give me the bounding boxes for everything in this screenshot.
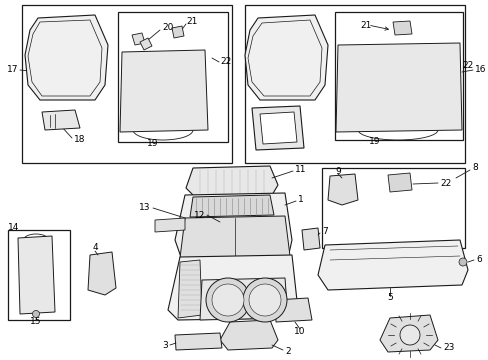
Bar: [421, 93, 435, 109]
Bar: [421, 53, 435, 69]
Text: 2: 2: [285, 347, 290, 356]
Text: 8: 8: [471, 163, 477, 172]
Text: 11: 11: [294, 166, 306, 175]
Polygon shape: [379, 315, 437, 352]
Bar: [130, 100, 143, 116]
Polygon shape: [387, 173, 411, 192]
Polygon shape: [18, 236, 55, 314]
Circle shape: [399, 325, 419, 345]
Polygon shape: [260, 112, 296, 144]
Polygon shape: [140, 38, 152, 50]
Text: 20: 20: [162, 23, 173, 32]
Polygon shape: [120, 50, 207, 132]
Bar: [364, 73, 378, 89]
Circle shape: [205, 278, 249, 322]
Bar: [346, 53, 359, 69]
Circle shape: [212, 284, 244, 316]
Text: 17: 17: [6, 66, 18, 75]
Text: 23: 23: [442, 343, 453, 352]
Bar: [364, 93, 378, 109]
Polygon shape: [220, 320, 278, 350]
Polygon shape: [88, 252, 116, 295]
Bar: [8, 230, 70, 320]
Circle shape: [32, 310, 40, 318]
Polygon shape: [175, 333, 222, 350]
Text: 3: 3: [162, 341, 168, 350]
Text: 5: 5: [386, 293, 392, 302]
Bar: [165, 80, 180, 96]
Bar: [421, 73, 435, 89]
Circle shape: [248, 284, 281, 316]
Polygon shape: [180, 216, 289, 258]
Polygon shape: [185, 166, 278, 197]
Bar: [22, 5, 231, 163]
Bar: [183, 60, 198, 76]
Text: 7: 7: [321, 228, 327, 237]
Bar: [183, 100, 198, 116]
Bar: [346, 93, 359, 109]
Bar: [383, 53, 397, 69]
Text: 18: 18: [74, 135, 85, 144]
Bar: [183, 80, 198, 96]
Text: 9: 9: [334, 167, 340, 176]
Text: 6: 6: [475, 256, 481, 265]
Polygon shape: [392, 21, 411, 35]
Text: 19: 19: [147, 139, 159, 148]
Text: 22: 22: [461, 60, 472, 69]
Bar: [165, 60, 180, 76]
Polygon shape: [178, 260, 202, 318]
Text: 22: 22: [439, 179, 450, 188]
Polygon shape: [244, 15, 327, 100]
Polygon shape: [168, 255, 297, 320]
Bar: [130, 80, 143, 96]
Polygon shape: [200, 278, 287, 320]
Polygon shape: [132, 33, 145, 45]
Text: 21: 21: [359, 21, 370, 30]
Text: 22: 22: [220, 58, 231, 67]
Polygon shape: [190, 195, 273, 217]
Bar: [364, 53, 378, 69]
Polygon shape: [251, 106, 304, 150]
Bar: [346, 73, 359, 89]
Text: 4: 4: [92, 243, 98, 252]
Bar: [383, 93, 397, 109]
Text: 19: 19: [368, 138, 380, 147]
Text: 14: 14: [8, 222, 20, 231]
Bar: [334, 12, 462, 140]
Polygon shape: [155, 218, 184, 232]
Text: 10: 10: [294, 328, 305, 337]
Polygon shape: [172, 26, 183, 38]
Polygon shape: [335, 43, 461, 132]
Text: 21: 21: [186, 18, 197, 27]
Polygon shape: [25, 15, 108, 100]
Bar: [244, 5, 464, 163]
Bar: [402, 53, 416, 69]
Polygon shape: [274, 298, 311, 322]
Polygon shape: [327, 174, 357, 205]
Bar: [118, 12, 227, 142]
Bar: [383, 73, 397, 89]
Polygon shape: [42, 110, 80, 130]
Text: 1: 1: [297, 195, 303, 204]
Bar: [148, 60, 162, 76]
Bar: [402, 93, 416, 109]
Text: 16: 16: [474, 66, 486, 75]
Circle shape: [243, 278, 286, 322]
Bar: [130, 60, 143, 76]
Polygon shape: [302, 228, 319, 250]
Bar: [165, 100, 180, 116]
Circle shape: [458, 258, 466, 266]
Bar: [148, 100, 162, 116]
Text: 12: 12: [193, 211, 204, 220]
Bar: [402, 73, 416, 89]
Text: 15: 15: [30, 318, 41, 327]
Polygon shape: [439, 48, 453, 62]
Polygon shape: [317, 240, 467, 290]
Bar: [148, 80, 162, 96]
Bar: [321, 168, 464, 248]
Text: 13: 13: [138, 203, 150, 212]
Polygon shape: [175, 193, 291, 260]
